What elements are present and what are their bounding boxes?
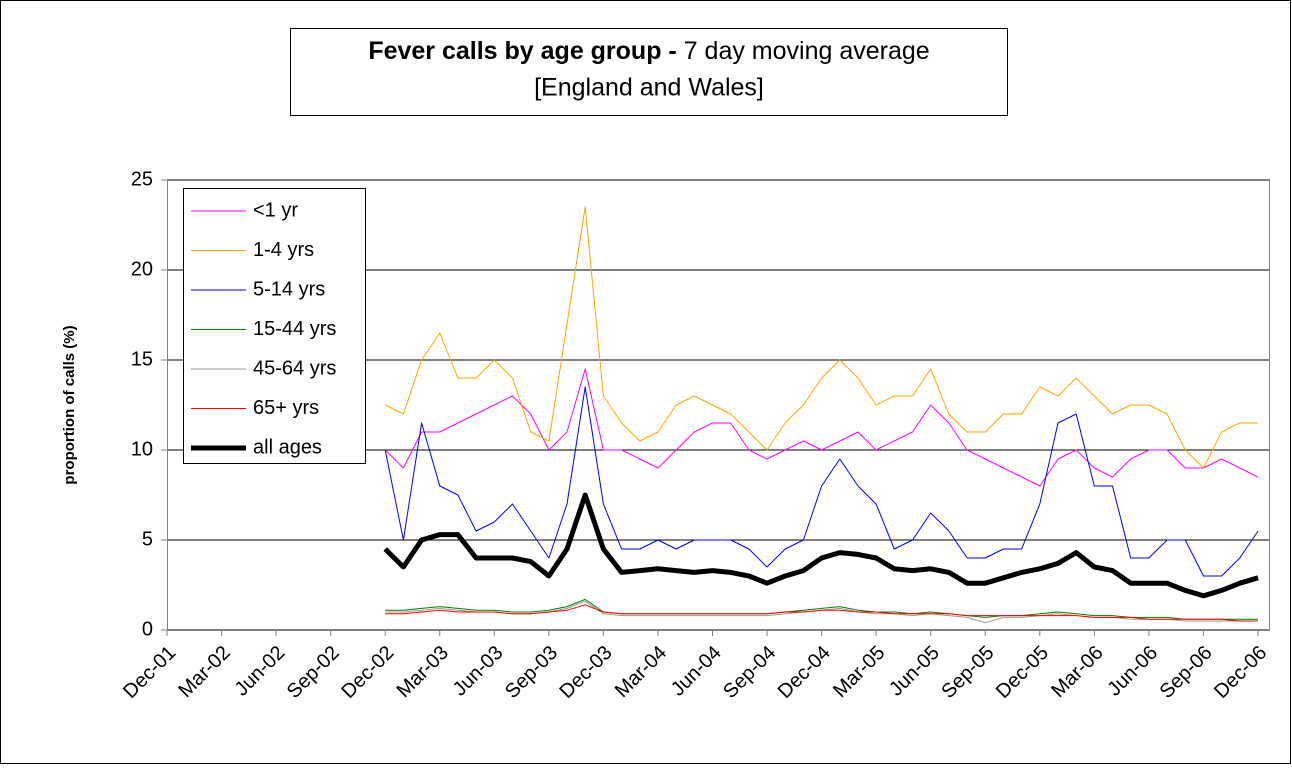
chart-subtitle: [England and Wales]	[534, 74, 764, 102]
legend-label: all ages	[253, 436, 322, 458]
y-tick-label: 25	[131, 168, 153, 190]
plot-area	[167, 180, 1270, 631]
chart-title: Fever calls by age group - 7 day moving …	[368, 37, 929, 65]
title-detail	[677, 37, 684, 65]
y-tick-label: 15	[131, 348, 153, 370]
legend-label: 65+ yrs	[253, 397, 319, 419]
title-detail: 7 day moving average	[684, 37, 930, 65]
series-line	[384, 386, 1259, 577]
y-tick-label: 20	[131, 258, 153, 280]
series-line	[385, 598, 1258, 620]
series-line	[384, 206, 1258, 469]
title-main: Fever calls by age group -	[368, 37, 676, 65]
title-box	[290, 28, 1008, 116]
y-axis-label: proportion of calls (%)	[61, 325, 78, 484]
y-tick-label: 10	[131, 438, 153, 460]
legend-label: 15-44 yrs	[253, 318, 336, 340]
legend-label: 5-14 yrs	[253, 278, 325, 300]
legend-label: 1-4 yrs	[253, 239, 314, 261]
series-line	[384, 368, 1259, 487]
legend-box	[183, 188, 366, 464]
legend: <1 yr 1-4 yrs 5-14 yrs 15-44 yrs 45-64 yrs 65…	[183, 188, 366, 464]
series-line	[383, 492, 1259, 599]
y-tick-label: 0	[142, 618, 153, 640]
legend-label: 45-64 yrs	[253, 357, 336, 379]
series-line	[385, 604, 1258, 622]
y-tick-label: 5	[142, 528, 153, 550]
lines	[383, 206, 1259, 624]
legend-label: <1 yr	[253, 199, 298, 221]
